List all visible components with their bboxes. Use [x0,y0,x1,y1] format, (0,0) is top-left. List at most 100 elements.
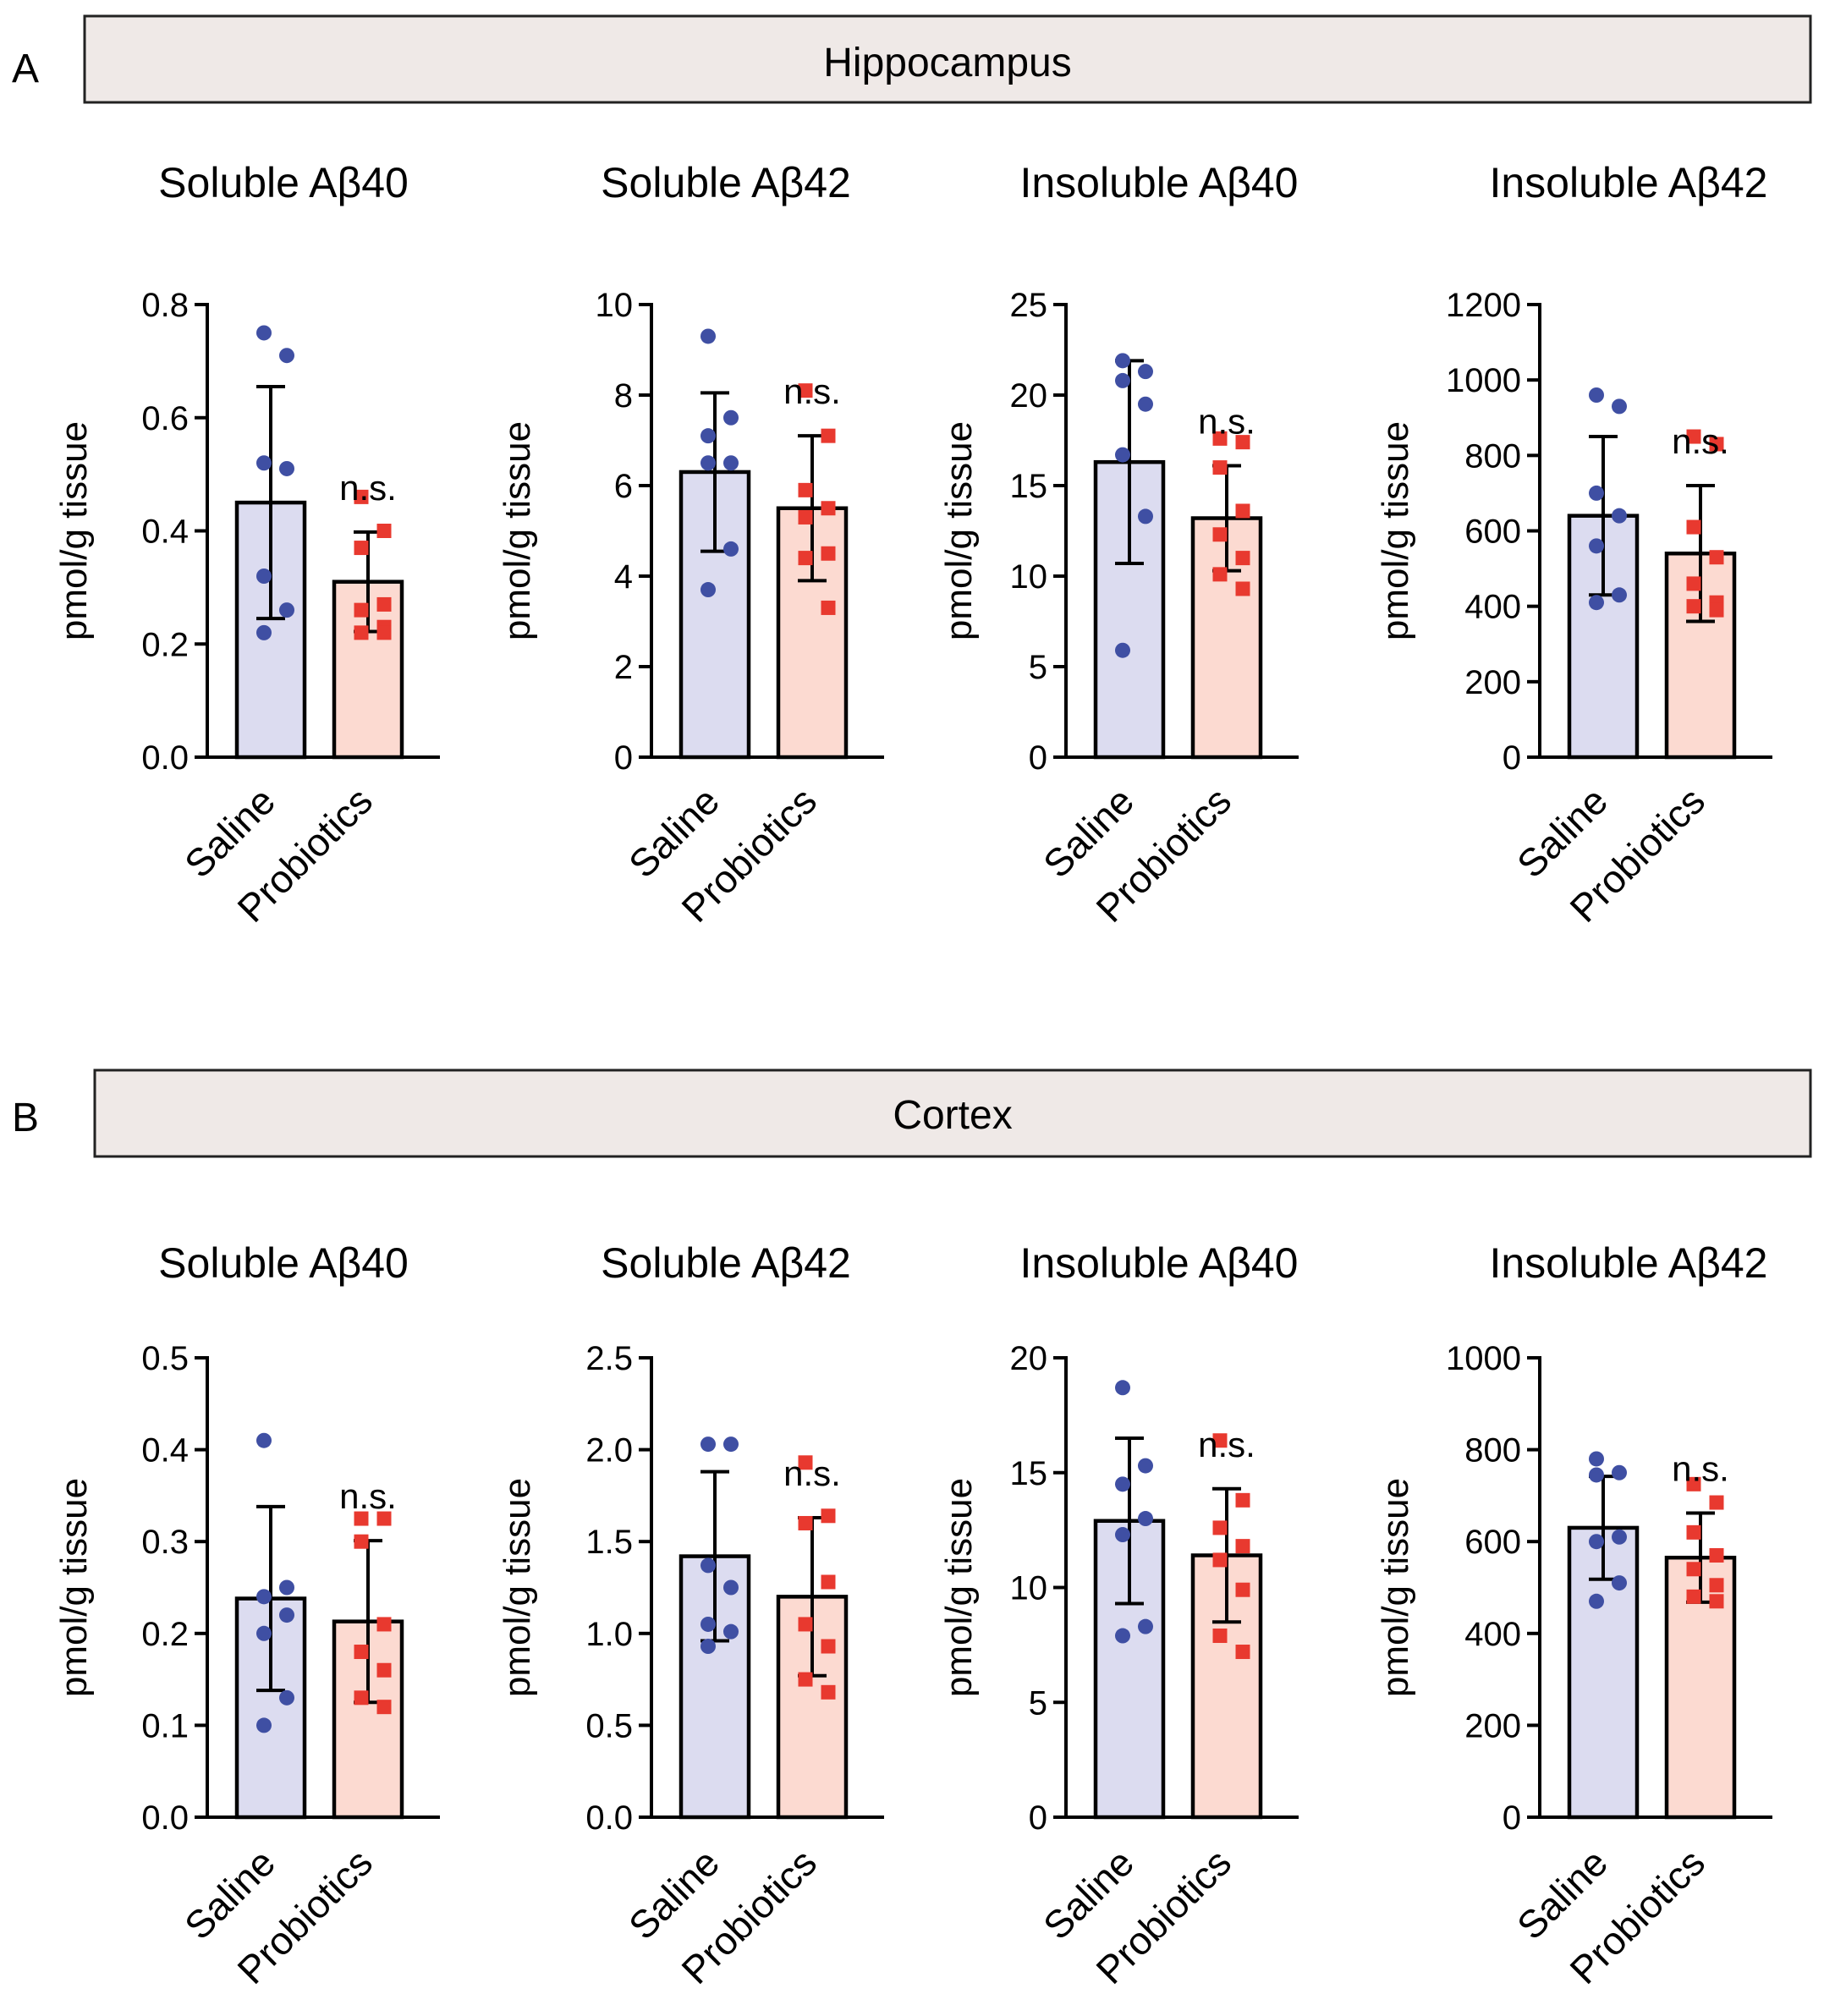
y-tick-label-1-5: 1.5 [585,1524,633,1561]
saline-data-point [723,1579,739,1596]
panel-a-letter: A [12,47,39,91]
saline-data-point [1138,1511,1153,1527]
y-tick-label-800: 800 [1464,437,1521,475]
y-axis-label: pmol/g tissue [938,421,980,640]
chart-title: Insoluble Aβ40 [1019,1239,1298,1287]
probiotics-data-point [354,541,369,556]
probiotics-data-point [1212,431,1228,446]
probiotics-data-point [1212,1629,1228,1644]
y-tick-label-0: 0 [614,739,633,777]
significance-label: n.s. [1198,401,1255,441]
probiotics-data-point [798,1515,813,1530]
saline-data-point [1612,508,1627,524]
probiotics-data-point [1235,551,1250,566]
significance-label: n.s. [1672,421,1729,461]
chart-title: Soluble Aβ42 [601,159,851,206]
saline-data-point [279,1689,294,1706]
y-tick-label-0-0: 0.0 [585,1799,633,1837]
probiotics-data-point [821,1508,836,1524]
cortex-banner [93,1068,1812,1158]
saline-bar [234,1596,307,1820]
saline-data-point [1612,1575,1627,1591]
probiotics-data-point [376,524,392,538]
chart-title: Insoluble Aβ40 [1019,159,1298,206]
probiotics-data-point [821,1574,836,1590]
saline-data-point [700,1557,716,1574]
probiotics-data-point [354,602,369,618]
saline-data-point [256,1589,272,1605]
y-tick-label-0-1: 0.1 [141,1707,189,1744]
probiotics-data-point [1235,1645,1250,1660]
y-axis-label: pmol/g tissue [53,1478,95,1697]
saline-data-point [700,428,716,444]
probiotics-data-point [1686,1589,1701,1604]
probiotics-data-point [1686,429,1701,444]
probiotics-data-point [376,1700,392,1715]
probiotics-data-point [821,501,836,516]
probiotics-data-point [798,551,813,566]
y-tick-label-1000: 1000 [1446,362,1521,399]
chart-title: Insoluble Aβ42 [1489,159,1767,206]
probiotics-data-point [1709,1547,1724,1563]
saline-data-point [1115,372,1130,388]
y-tick-label-5: 5 [1029,1684,1047,1722]
chart-8: Insoluble Aβ42 pmol/g tissue 0 200 400 600 800… [1375,1239,1772,1992]
saline-data-point [1115,1527,1130,1543]
saline-data-point [1589,1534,1604,1550]
probiotics-data-point [1686,519,1701,535]
y-tick-label-1000: 1000 [1446,1340,1521,1377]
probiotics-data-point [798,1672,813,1687]
probiotics-data-point [354,625,369,640]
saline-data-point [256,1432,272,1448]
saline-data-point [1138,396,1153,412]
saline-data-point [700,1436,716,1453]
y-tick-label-20: 20 [1010,377,1048,415]
saline-data-point [1612,1464,1627,1480]
y-axis-label: pmol/g tissue [938,1478,980,1697]
probiotics-data-point [1212,1520,1228,1535]
probiotics-data-point [354,489,369,504]
y-tick-label-0-0: 0.0 [141,1799,189,1837]
probiotics-data-point [1212,567,1228,582]
probiotics-data-point [1709,1594,1724,1609]
y-axis-label: pmol/g tissue [1375,1478,1416,1697]
probiotics-data-point [1686,599,1701,614]
probiotics-data-point [1235,581,1250,596]
y-tick-label-0: 0 [1029,739,1047,777]
saline-data-point [1115,1476,1130,1492]
probiotics-data-point [1212,527,1228,542]
probiotics-data-point [821,546,836,561]
y-tick-label-15: 15 [1010,1455,1048,1492]
y-tick-label-0: 0 [1503,739,1521,777]
saline-data-point [1138,1618,1153,1634]
probiotics-data-point [1212,1552,1228,1568]
saline-data-point [279,1607,294,1623]
saline-data-point [700,582,716,598]
saline-data-point [279,460,294,476]
probiotics-data-point [798,383,813,398]
probiotics-data-point [1235,1492,1250,1508]
chart-1: Soluble Aβ40 pmol/g tissue 0.0 0.2 0.4 0.6 0.8… [53,159,440,931]
saline-data-point [1612,587,1627,603]
y-tick-label-0-8: 0.8 [141,287,189,324]
saline-data-point [1589,387,1604,403]
y-tick-label-0-3: 0.3 [141,1524,189,1561]
cortex-banner-label: Cortex [893,1093,1012,1138]
probiotics-data-point [821,600,836,615]
y-tick-label-25: 25 [1010,287,1048,324]
y-axis-label: pmol/g tissue [1375,421,1416,640]
saline-data-point [723,455,739,471]
probiotics-data-point [1709,602,1724,618]
y-tick-label-0-5: 0.5 [141,1340,189,1377]
saline-data-point [723,541,739,557]
y-tick-label-0: 0 [1503,1799,1521,1837]
y-tick-label-0-2: 0.2 [141,626,189,663]
y-tick-label-1200: 1200 [1446,287,1521,324]
probiotics-data-point [1235,435,1250,450]
chart-title: Soluble Aβ42 [601,1239,851,1287]
saline-data-point [1115,447,1130,463]
saline-data-point [1589,485,1604,501]
probiotics-data-point [354,1534,369,1549]
saline-data-point [723,1436,739,1453]
